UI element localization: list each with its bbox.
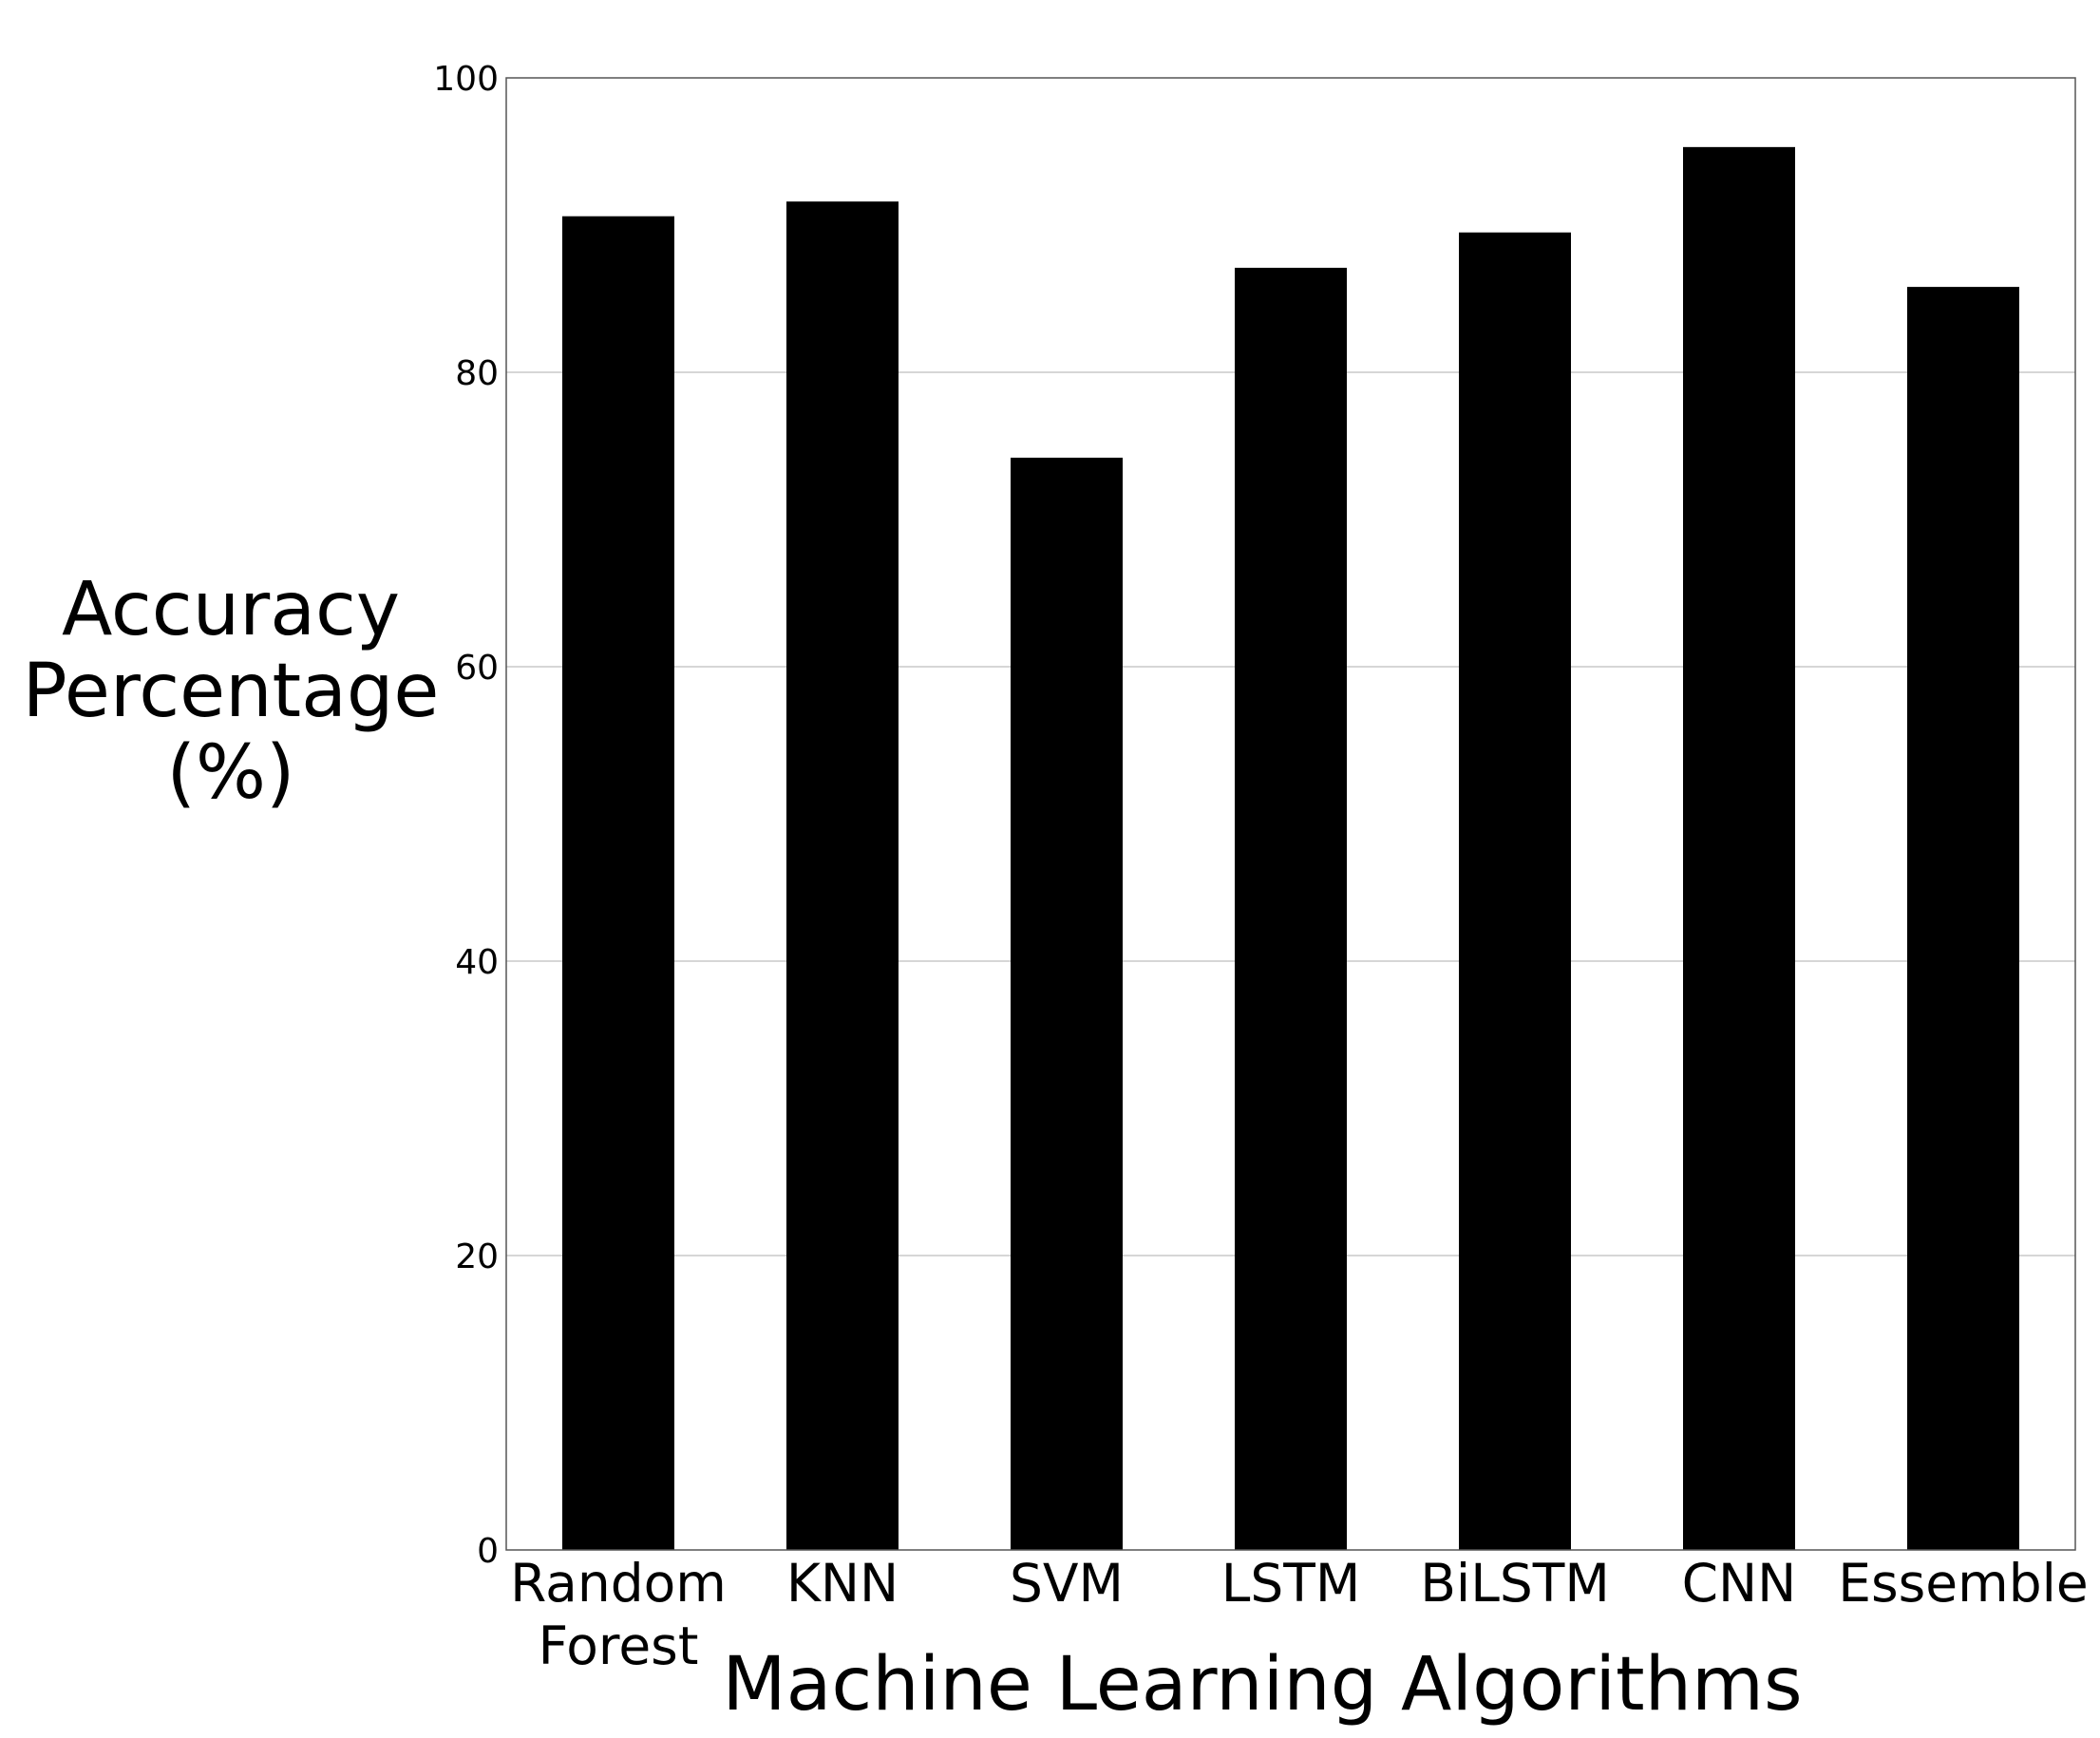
y-tick-labels: 0 20 40 60 80 100	[433, 60, 499, 1571]
bar-lstm	[1235, 267, 1347, 1551]
bar-essemble	[1907, 287, 2019, 1551]
bar-svm	[1011, 457, 1123, 1550]
bar-cnn	[1683, 146, 1795, 1551]
x-tick-label: LSTM	[1221, 1553, 1361, 1614]
y-tick-label: 60	[455, 649, 499, 688]
bar-bilstm	[1459, 232, 1571, 1550]
x-tick-labels: Random Forest KNN SVM LSTM BiLSTM CNN Essemble	[510, 1553, 2089, 1676]
x-axis-title: Machine Learning Algorithms	[722, 1642, 1802, 1728]
x-tick-label: SVM	[1010, 1553, 1124, 1614]
x-tick-label: Random Forest	[510, 1553, 727, 1676]
x-tick-label: CNN	[1682, 1553, 1797, 1614]
y-tick-label: 80	[455, 354, 499, 393]
y-tick-label: 0	[477, 1532, 499, 1571]
y-tick-label: 100	[433, 60, 499, 99]
y-axis-title-line: (%)	[167, 730, 295, 816]
bar-knn	[786, 201, 899, 1551]
bar-random-forest	[562, 216, 674, 1551]
x-tick-label: BiLSTM	[1420, 1553, 1610, 1614]
y-axis-title-line: Accuracy	[62, 567, 400, 652]
x-tick-label: Essemble	[1838, 1553, 2089, 1614]
y-axis-title-line: Percentage	[23, 649, 440, 734]
y-tick-label: 40	[455, 943, 499, 982]
plot-frame	[505, 77, 2076, 1551]
bars	[562, 146, 2019, 1551]
x-tick-label: KNN	[786, 1553, 899, 1614]
y-tick-label: 20	[455, 1237, 499, 1276]
